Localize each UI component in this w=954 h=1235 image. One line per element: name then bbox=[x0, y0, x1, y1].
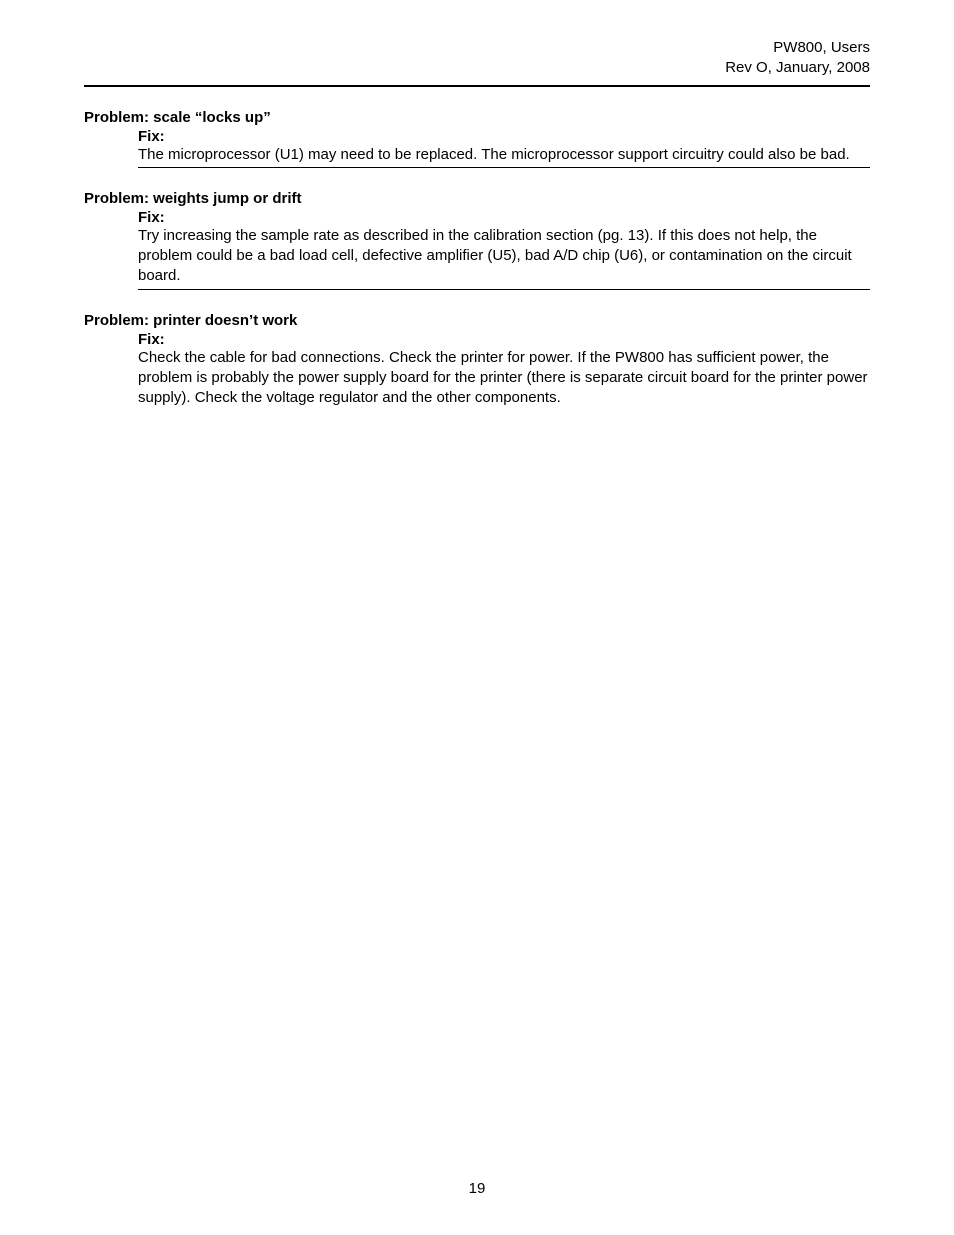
page-number: 19 bbox=[0, 1180, 954, 1197]
document-page: PW800, Users Rev O, January, 2008 Proble… bbox=[0, 0, 954, 408]
problem-title: Problem: printer doesn’t work bbox=[84, 312, 870, 329]
problem-block-1: Problem: scale “locks up” Fix: The micro… bbox=[84, 109, 870, 168]
problem-title: Problem: weights jump or drift bbox=[84, 190, 870, 207]
header-line-2: Rev O, January, 2008 bbox=[84, 58, 870, 78]
page-header: PW800, Users Rev O, January, 2008 bbox=[84, 38, 870, 87]
fix-text: Try increasing the sample rate as descri… bbox=[138, 226, 870, 287]
problem-block-3: Problem: printer doesn’t work Fix: Check… bbox=[84, 312, 870, 409]
problem-title: Problem: scale “locks up” bbox=[84, 109, 870, 126]
fix-section: Fix: Check the cable for bad connections… bbox=[138, 331, 870, 409]
fix-label: Fix: bbox=[138, 128, 870, 145]
fix-section: Fix: The microprocessor (U1) may need to… bbox=[138, 128, 870, 168]
fix-label: Fix: bbox=[138, 331, 870, 348]
fix-text: The microprocessor (U1) may need to be r… bbox=[138, 145, 870, 165]
fix-text: Check the cable for bad connections. Che… bbox=[138, 348, 870, 409]
fix-section: Fix: Try increasing the sample rate as d… bbox=[138, 209, 870, 290]
problem-block-2: Problem: weights jump or drift Fix: Try … bbox=[84, 190, 870, 290]
header-line-1: PW800, Users bbox=[84, 38, 870, 58]
fix-label: Fix: bbox=[138, 209, 870, 226]
